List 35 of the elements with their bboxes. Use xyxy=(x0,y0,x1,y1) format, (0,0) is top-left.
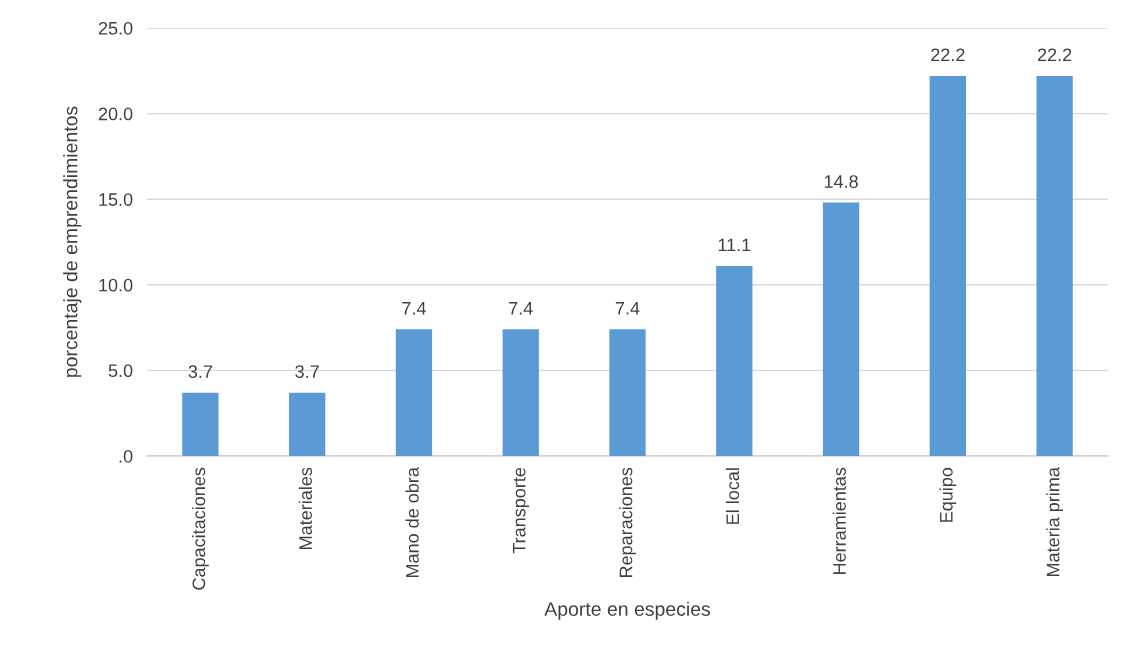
x-tick-label: Equipo xyxy=(939,467,957,522)
bar xyxy=(395,329,433,456)
data-label: 11.1 xyxy=(718,238,751,252)
x-tick-label: Materiales xyxy=(298,467,313,549)
data-label: 7.4 xyxy=(509,302,533,315)
data-label: 7.4 xyxy=(615,302,640,315)
y-tick-label: 5.0 xyxy=(108,364,133,378)
y-axis-title: porcentaje de emprendimientos xyxy=(63,106,82,377)
y-tick-label: 25.0 xyxy=(98,21,133,35)
data-label: 22.2 xyxy=(931,48,965,62)
bar xyxy=(929,75,966,456)
y-tick-label: 20.0 xyxy=(98,107,133,121)
x-tick-label: Transporte xyxy=(512,467,530,554)
x-tick-label: Herramientas xyxy=(832,467,846,574)
data-label: 22.2 xyxy=(1037,48,1072,62)
x-tick-label: Materia prima xyxy=(1046,467,1064,576)
data-label: 3.7 xyxy=(295,365,319,378)
bar xyxy=(609,329,646,456)
bar xyxy=(182,392,219,456)
data-label: 14.8 xyxy=(824,175,858,188)
bar xyxy=(502,329,539,456)
bar xyxy=(822,202,860,456)
bar xyxy=(289,392,326,456)
bar xyxy=(716,265,753,456)
y-tick-label: .0 xyxy=(119,449,133,463)
data-label: 7.4 xyxy=(402,302,426,315)
x-tick-label: Capacitaciones xyxy=(191,467,209,590)
bar xyxy=(1036,75,1073,456)
x-tick-label: El local xyxy=(725,468,740,524)
x-tick-label: Mano de obra xyxy=(405,467,419,578)
x-axis-title: Aporte en especies xyxy=(544,601,711,620)
y-tick-label: 10.0 xyxy=(99,278,133,292)
x-tick-label: Reparaciones xyxy=(619,467,636,578)
data-label: 3.7 xyxy=(188,365,213,378)
y-tick-label: 15.0 xyxy=(99,193,133,206)
